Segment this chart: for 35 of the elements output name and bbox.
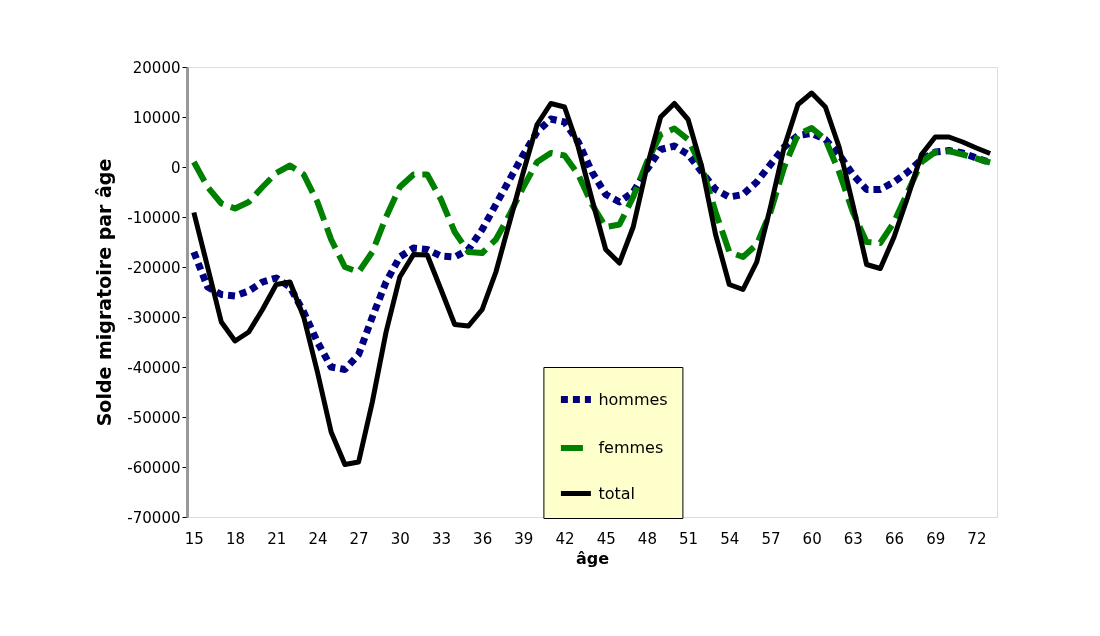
x-axis-title: âge bbox=[575, 548, 610, 568]
x-tick-label: 24 bbox=[308, 529, 328, 548]
y-tick-label: 0 bbox=[170, 158, 181, 177]
x-tick-label: 48 bbox=[637, 529, 657, 548]
x-tick-label: 57 bbox=[761, 529, 781, 548]
y-tick-label: -20000 bbox=[127, 258, 181, 277]
x-tick-label: 36 bbox=[473, 529, 493, 548]
y-tick-label: -60000 bbox=[127, 458, 181, 477]
x-tick-label: 39 bbox=[514, 529, 534, 548]
legend-label: hommes bbox=[598, 389, 668, 409]
x-tick-label: 15 bbox=[184, 529, 204, 548]
x-tick-label: 66 bbox=[884, 529, 905, 548]
x-tick-label: 45 bbox=[596, 529, 616, 548]
x-tick-label: 42 bbox=[555, 529, 575, 548]
legend-label: total bbox=[598, 483, 635, 503]
y-tick-label: -50000 bbox=[127, 408, 181, 427]
y-tick-label: -70000 bbox=[127, 508, 181, 527]
y-tick-label: -40000 bbox=[127, 358, 181, 377]
x-tick-label: 72 bbox=[967, 529, 987, 548]
y-tick-label: -30000 bbox=[127, 308, 181, 327]
x-tick-label: 21 bbox=[267, 529, 287, 548]
y-axis-title: Solde migratoire par âge bbox=[93, 158, 116, 427]
x-tick-label: 63 bbox=[843, 529, 863, 548]
legend-label: femmes bbox=[598, 438, 664, 457]
x-tick-label: 54 bbox=[720, 529, 740, 548]
x-tick-label: 60 bbox=[802, 529, 822, 548]
x-tick-label: 27 bbox=[349, 529, 369, 548]
x-tick-label: 69 bbox=[926, 529, 946, 548]
y-tick-label: 20000 bbox=[132, 58, 181, 77]
y-tick-label: 10000 bbox=[132, 108, 181, 127]
x-tick-label: 30 bbox=[390, 529, 410, 548]
y-tick-label: -10000 bbox=[127, 208, 181, 227]
x-tick-label: 18 bbox=[226, 529, 246, 548]
x-tick-label: 51 bbox=[679, 529, 699, 548]
x-tick-label: 33 bbox=[431, 529, 452, 548]
